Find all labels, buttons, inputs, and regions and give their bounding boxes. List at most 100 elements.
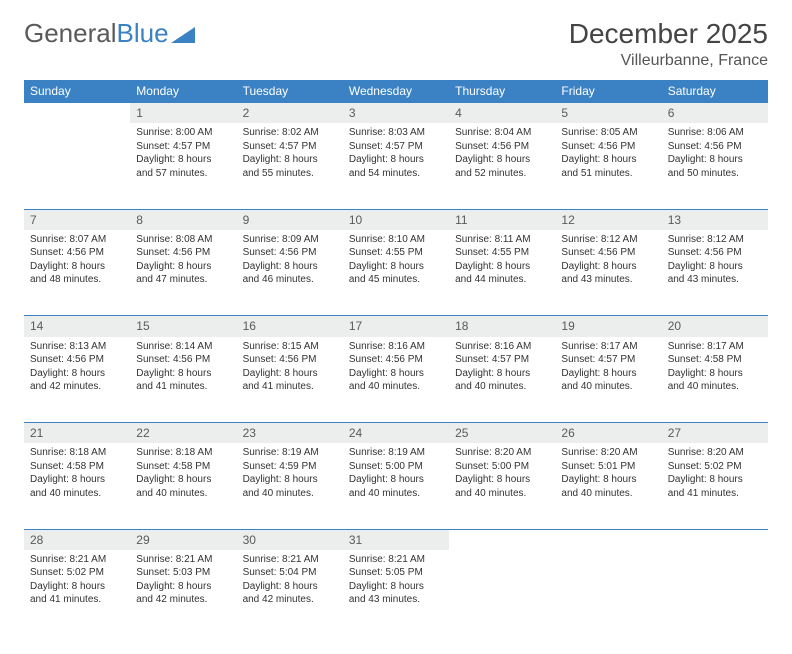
sunrise-text: Sunrise: 8:03 AM: [349, 126, 443, 140]
sunrise-text: Sunrise: 8:08 AM: [136, 233, 230, 247]
calendar-table: Sunday Monday Tuesday Wednesday Thursday…: [24, 80, 768, 636]
weekday-header: Thursday: [449, 80, 555, 103]
sunset-text: Sunset: 4:58 PM: [30, 460, 124, 474]
daylight-text: and 43 minutes.: [561, 273, 655, 287]
daynum-row: 123456: [24, 103, 768, 124]
sunset-text: Sunset: 4:56 PM: [349, 353, 443, 367]
daylight-text: and 42 minutes.: [243, 593, 337, 607]
sunset-text: Sunset: 4:58 PM: [668, 353, 762, 367]
weekday-header: Tuesday: [237, 80, 343, 103]
sunrise-text: Sunrise: 8:05 AM: [561, 126, 655, 140]
sunset-text: Sunset: 4:57 PM: [349, 140, 443, 154]
sunrise-text: Sunrise: 8:10 AM: [349, 233, 443, 247]
sunrise-text: Sunrise: 8:16 AM: [349, 340, 443, 354]
day-content-cell: Sunrise: 8:17 AMSunset: 4:58 PMDaylight:…: [662, 337, 768, 423]
daynum-row: 78910111213: [24, 209, 768, 230]
sunrise-text: Sunrise: 8:17 AM: [561, 340, 655, 354]
day-number-cell: 27: [662, 423, 768, 444]
daylight-text: and 40 minutes.: [136, 487, 230, 501]
day-content-cell: Sunrise: 8:19 AMSunset: 5:00 PMDaylight:…: [343, 443, 449, 529]
sunrise-text: Sunrise: 8:14 AM: [136, 340, 230, 354]
daylight-text: and 43 minutes.: [349, 593, 443, 607]
daylight-text: Daylight: 8 hours: [349, 153, 443, 167]
sunset-text: Sunset: 4:58 PM: [136, 460, 230, 474]
daylight-text: Daylight: 8 hours: [243, 260, 337, 274]
sunrise-text: Sunrise: 8:19 AM: [243, 446, 337, 460]
sunrise-text: Sunrise: 8:11 AM: [455, 233, 549, 247]
logo-triangle-icon: [171, 25, 197, 45]
day-content-cell: Sunrise: 8:10 AMSunset: 4:55 PMDaylight:…: [343, 230, 449, 316]
daynum-row: 28293031: [24, 529, 768, 550]
daylight-text: Daylight: 8 hours: [561, 473, 655, 487]
daylight-text: Daylight: 8 hours: [668, 260, 762, 274]
daylight-text: Daylight: 8 hours: [243, 473, 337, 487]
weekday-header: Saturday: [662, 80, 768, 103]
logo: GeneralBlue: [24, 18, 197, 49]
sunset-text: Sunset: 4:56 PM: [561, 140, 655, 154]
weekday-header: Monday: [130, 80, 236, 103]
sunrise-text: Sunrise: 8:02 AM: [243, 126, 337, 140]
day-content-cell: [662, 550, 768, 636]
day-content-cell: Sunrise: 8:14 AMSunset: 4:56 PMDaylight:…: [130, 337, 236, 423]
calendar-body: 123456Sunrise: 8:00 AMSunset: 4:57 PMDay…: [24, 103, 768, 636]
daylight-text: Daylight: 8 hours: [455, 473, 549, 487]
daylight-text: Daylight: 8 hours: [561, 367, 655, 381]
sunset-text: Sunset: 4:56 PM: [455, 140, 549, 154]
sunrise-text: Sunrise: 8:21 AM: [349, 553, 443, 567]
sunrise-text: Sunrise: 8:09 AM: [243, 233, 337, 247]
daylight-text: Daylight: 8 hours: [455, 260, 549, 274]
day-content-cell: Sunrise: 8:16 AMSunset: 4:56 PMDaylight:…: [343, 337, 449, 423]
daylight-text: and 40 minutes.: [349, 380, 443, 394]
day-number-cell: 16: [237, 316, 343, 337]
title-block: December 2025 Villeurbanne, France: [569, 18, 768, 70]
day-number-cell: 19: [555, 316, 661, 337]
daylight-text: Daylight: 8 hours: [349, 473, 443, 487]
day-content-cell: Sunrise: 8:21 AMSunset: 5:02 PMDaylight:…: [24, 550, 130, 636]
day-number-cell: [662, 529, 768, 550]
day-number-cell: 11: [449, 209, 555, 230]
daylight-text: Daylight: 8 hours: [30, 367, 124, 381]
day-content-cell: Sunrise: 8:04 AMSunset: 4:56 PMDaylight:…: [449, 123, 555, 209]
day-content-cell: Sunrise: 8:20 AMSunset: 5:00 PMDaylight:…: [449, 443, 555, 529]
daylight-text: and 46 minutes.: [243, 273, 337, 287]
day-content-cell: Sunrise: 8:16 AMSunset: 4:57 PMDaylight:…: [449, 337, 555, 423]
logo-text-1: General: [24, 18, 117, 49]
day-number-cell: 21: [24, 423, 130, 444]
daylight-text: and 48 minutes.: [30, 273, 124, 287]
day-number-cell: 4: [449, 103, 555, 124]
day-number-cell: 20: [662, 316, 768, 337]
sunset-text: Sunset: 4:56 PM: [136, 353, 230, 367]
sunset-text: Sunset: 4:56 PM: [561, 246, 655, 260]
daylight-text: and 43 minutes.: [668, 273, 762, 287]
sunset-text: Sunset: 4:56 PM: [30, 353, 124, 367]
daylight-text: Daylight: 8 hours: [243, 153, 337, 167]
daylight-text: Daylight: 8 hours: [30, 260, 124, 274]
daylight-text: and 42 minutes.: [136, 593, 230, 607]
daylight-text: and 40 minutes.: [455, 487, 549, 501]
day-number-cell: 14: [24, 316, 130, 337]
sunrise-text: Sunrise: 8:17 AM: [668, 340, 762, 354]
header: GeneralBlue December 2025 Villeurbanne, …: [24, 18, 768, 70]
sunrise-text: Sunrise: 8:15 AM: [243, 340, 337, 354]
sunset-text: Sunset: 4:56 PM: [136, 246, 230, 260]
day-content-cell: Sunrise: 8:06 AMSunset: 4:56 PMDaylight:…: [662, 123, 768, 209]
weekday-header: Sunday: [24, 80, 130, 103]
day-content-cell: Sunrise: 8:12 AMSunset: 4:56 PMDaylight:…: [555, 230, 661, 316]
daylight-text: and 47 minutes.: [136, 273, 230, 287]
daylight-text: and 41 minutes.: [668, 487, 762, 501]
sunset-text: Sunset: 5:03 PM: [136, 566, 230, 580]
day-content-cell: Sunrise: 8:21 AMSunset: 5:05 PMDaylight:…: [343, 550, 449, 636]
sunset-text: Sunset: 4:55 PM: [349, 246, 443, 260]
daylight-text: and 41 minutes.: [30, 593, 124, 607]
day-number-cell: 29: [130, 529, 236, 550]
sunrise-text: Sunrise: 8:21 AM: [30, 553, 124, 567]
daylight-text: and 41 minutes.: [136, 380, 230, 394]
day-number-cell: 18: [449, 316, 555, 337]
daylight-text: and 45 minutes.: [349, 273, 443, 287]
day-number-cell: 23: [237, 423, 343, 444]
day-number-cell: 17: [343, 316, 449, 337]
daylight-text: Daylight: 8 hours: [668, 473, 762, 487]
daylight-text: and 40 minutes.: [561, 487, 655, 501]
weekday-header-row: Sunday Monday Tuesday Wednesday Thursday…: [24, 80, 768, 103]
daylight-text: and 40 minutes.: [243, 487, 337, 501]
